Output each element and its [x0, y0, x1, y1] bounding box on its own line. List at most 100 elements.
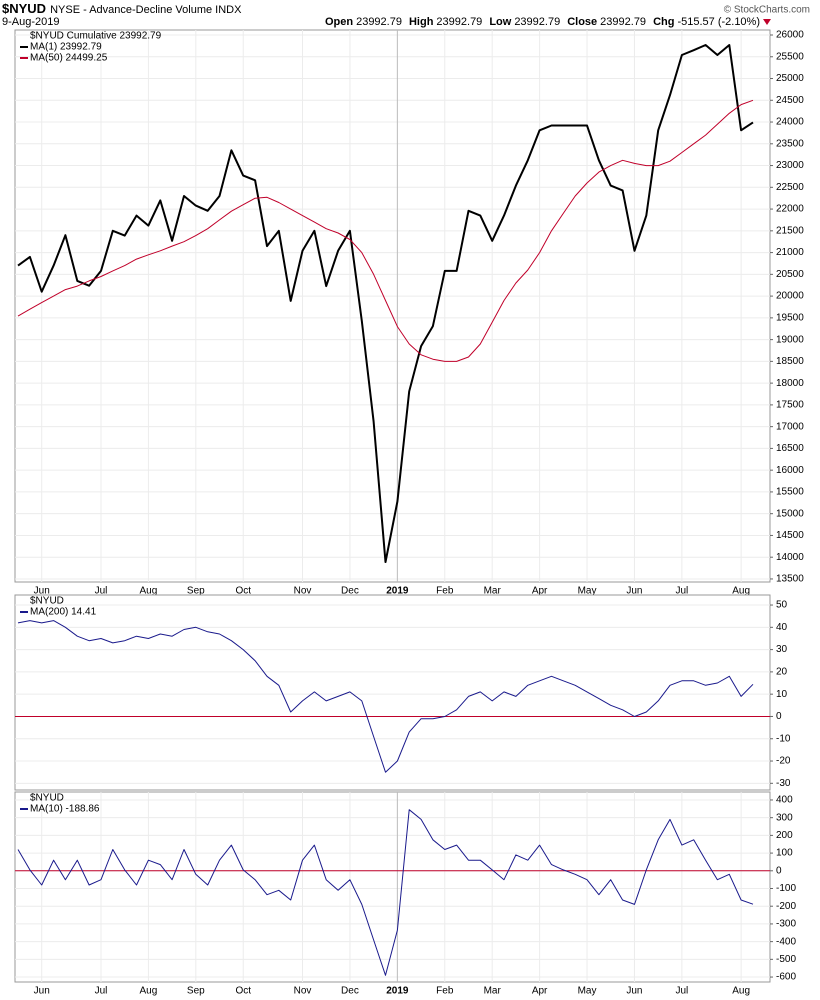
header-title: $NYUD NYSE - Advance-Decline Volume INDX: [2, 1, 242, 16]
y-tick-label: 17500: [776, 400, 804, 411]
panel-frame: [14, 791, 771, 983]
y-tick-label: 25000: [776, 73, 804, 84]
quote-value: 23992.79: [436, 16, 482, 28]
y-tick-label: 400: [776, 795, 793, 806]
quote-label: Open: [325, 16, 353, 28]
y-tick-label: 23500: [776, 138, 804, 149]
x-tick-label: Jun: [626, 986, 642, 997]
x-tick-label: Aug: [732, 986, 750, 997]
y-tick-label: 14000: [776, 552, 804, 563]
y-tick-label: 300: [776, 812, 793, 823]
x-tick-label: Nov: [294, 986, 312, 997]
y-tick-label: 26000: [776, 30, 804, 41]
y-tick-label: 20: [776, 667, 788, 678]
y-tick-label: 40: [776, 622, 788, 633]
x-tick-label: Feb: [436, 586, 454, 597]
x-tick-label: Mar: [484, 586, 502, 597]
y-tick-label: 0: [776, 711, 782, 722]
series-line: [17, 44, 754, 563]
series-line: [17, 620, 754, 773]
x-tick-label: Jun: [626, 586, 642, 597]
y-tick-label: 22000: [776, 204, 804, 215]
legend-entry: MA(200) 14.41: [30, 607, 97, 618]
y-tick-label: -200: [776, 901, 796, 912]
x-tick-label: May: [578, 986, 597, 997]
x-tick-label: Dec: [341, 986, 359, 997]
legend-header: $NYUD Cumulative 23992.79: [30, 31, 162, 42]
y-tick-label: 10: [776, 689, 788, 700]
x-tick-label: May: [578, 586, 597, 597]
down-arrow: [763, 19, 771, 25]
y-tick-label: -20: [776, 756, 791, 767]
panel-frame: [14, 29, 771, 583]
x-tick-label: Nov: [294, 586, 312, 597]
legend-entry: MA(1) 23992.79: [30, 42, 102, 53]
x-tick-label: Jul: [675, 986, 688, 997]
quote-label: Chg: [653, 16, 674, 28]
y-tick-label: 21000: [776, 247, 804, 258]
x-tick-label: Jul: [675, 586, 688, 597]
header-date: 9-Aug-2019: [2, 16, 60, 28]
x-tick-label: Apr: [532, 586, 548, 597]
legend-entry: MA(50) 24499.25: [30, 53, 108, 64]
x-tick-label: Oct: [235, 986, 251, 997]
y-tick-label: 200: [776, 830, 793, 841]
y-tick-label: 24500: [776, 95, 804, 106]
y-tick-label: 21500: [776, 225, 804, 236]
y-tick-label: 100: [776, 848, 793, 859]
y-tick-label: -500: [776, 954, 796, 965]
y-tick-label: 19000: [776, 334, 804, 345]
y-tick-label: 25500: [776, 51, 804, 62]
x-tick-label: Dec: [341, 586, 359, 597]
y-tick-label: 19500: [776, 312, 804, 323]
x-tick-label: Jun: [34, 586, 50, 597]
x-tick-label: 2019: [386, 986, 409, 997]
quote-label: Close: [567, 16, 597, 28]
y-tick-label: 24000: [776, 117, 804, 128]
y-tick-label: 22500: [776, 182, 804, 193]
y-tick-label: 16000: [776, 465, 804, 476]
y-tick-label: -600: [776, 972, 796, 983]
legend-entry: MA(10) -188.86: [30, 804, 100, 815]
credit: © StockCharts.com: [724, 5, 810, 16]
y-tick-label: 20000: [776, 291, 804, 302]
panel-frame: [14, 594, 771, 791]
x-tick-label: Aug: [732, 586, 750, 597]
y-tick-label: 15000: [776, 508, 804, 519]
x-tick-label: Aug: [140, 986, 158, 997]
x-tick-label: Mar: [484, 986, 502, 997]
quote-label: Low: [489, 16, 511, 28]
series-line: [17, 99, 754, 362]
y-tick-label: 18000: [776, 378, 804, 389]
y-tick-label: 15500: [776, 487, 804, 498]
x-tick-label: Apr: [532, 986, 548, 997]
y-tick-label: 20500: [776, 269, 804, 280]
y-tick-label: -30: [776, 778, 791, 789]
y-tick-label: 13500: [776, 574, 804, 585]
y-tick-label: -100: [776, 883, 796, 894]
y-tick-label: 50: [776, 600, 788, 611]
y-tick-label: -300: [776, 919, 796, 930]
quote-value: 23992.79: [356, 16, 402, 28]
y-tick-label: -400: [776, 936, 796, 947]
quote-label: High: [409, 16, 434, 28]
y-tick-label: 14500: [776, 530, 804, 541]
quote: Open 23992.79 High 23992.79 Low 23992.79 Close…: [325, 16, 760, 28]
quote-value: -515.57 (-2.10%): [677, 16, 760, 28]
legend-header: $NYUD: [30, 596, 64, 607]
x-tick-label: Jul: [95, 586, 108, 597]
legend-header: $NYUD: [30, 793, 64, 804]
x-tick-label: Jul: [95, 986, 108, 997]
x-tick-label: Feb: [436, 986, 454, 997]
symbol: $NYUD: [2, 1, 46, 16]
x-tick-label: Sep: [187, 586, 205, 597]
y-tick-label: 30: [776, 644, 788, 655]
x-tick-label: Oct: [235, 586, 251, 597]
x-tick-label: Sep: [187, 986, 205, 997]
x-tick-label: Jun: [34, 986, 50, 997]
y-tick-label: 0: [776, 865, 782, 876]
y-tick-label: 16500: [776, 443, 804, 454]
y-tick-label: 17000: [776, 421, 804, 432]
y-tick-label: 23000: [776, 160, 804, 171]
